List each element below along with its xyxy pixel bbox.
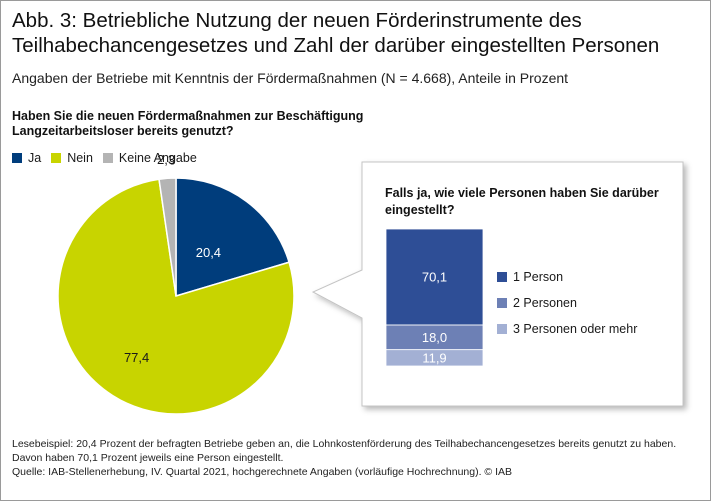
figure-title: Abb. 3: Betriebliche Nutzung der neuen F…: [12, 9, 660, 57]
legend-label-keine-angabe: Keine Angabe: [118, 151, 197, 165]
legend-item-keine-angabe: Keine Angabe: [102, 151, 197, 165]
pie-label-nein: 77,4: [124, 350, 149, 365]
source-note: Quelle: IAB-Stellenerhebung, IV. Quartal…: [12, 466, 513, 478]
legend-label-nein: Nein: [67, 151, 93, 165]
bar-segment-2-personen: [385, 324, 484, 351]
legend-label-ja: Ja: [28, 151, 42, 165]
legend-swatch-3-personen: [497, 324, 507, 334]
legend-item-nein: Nein: [51, 151, 93, 165]
bar-question: Falls ja, wie viele Personen haben Sie d…: [385, 186, 659, 217]
figure-subtitle: Angaben der Betriebe mit Kenntnis der Fö…: [12, 70, 569, 86]
legend-swatch-keine-angabe: [102, 153, 113, 163]
pie-slice-nein: [57, 178, 295, 415]
legend-swatch-ja: [12, 153, 22, 163]
legend-item-3-personen: 3 Personen oder mehr: [497, 322, 637, 336]
legend-item-2-personen: 2 Personen: [497, 296, 637, 310]
bar-label-2-personen: 18,0: [422, 330, 447, 345]
pie-chart: 20,4 77,4 2,3: [57, 152, 295, 415]
legend-label-1-person: 1 Person: [513, 270, 564, 284]
legend-item-ja: Ja: [12, 151, 41, 165]
pie-label-keine-angabe: 2,3: [157, 152, 175, 167]
legend-label-3-personen: 3 Personen oder mehr: [513, 322, 638, 336]
stacked-bar-chart: 70,1 18,0 11,9: [385, 228, 484, 367]
bar-legend: 1 Person 2 Personen 3 Personen oder mehr: [497, 270, 637, 336]
bar-label-3-personen-oder-mehr: 11,9: [422, 350, 446, 365]
legend-swatch-2-personen: [497, 298, 507, 308]
pie-slice-keine-angabe: [158, 177, 177, 297]
pie-slice-ja: [175, 177, 290, 298]
legend-swatch-nein: [51, 153, 62, 163]
legend-swatch-1-person: [497, 272, 507, 282]
legend-label-2-personen: 2 Personen: [513, 296, 577, 310]
reading-example: Lesebeispiel: 20,4 Prozent der befragten…: [12, 438, 677, 464]
bar-segment-1-person: [385, 228, 484, 326]
bar-segment-3-personen-oder-mehr: [385, 349, 484, 367]
legend-item-1-person: 1 Person: [497, 270, 637, 284]
pie-label-ja: 20,4: [196, 245, 221, 260]
figure-footer: Lesebeispiel: 20,4 Prozent der befragten…: [12, 437, 702, 479]
bar-label-1-person: 70,1: [422, 270, 447, 285]
pie-legend: Ja Nein Keine Angabe: [12, 151, 197, 165]
pie-question: Haben Sie die neuen Fördermaßnahmen zur …: [12, 109, 364, 138]
